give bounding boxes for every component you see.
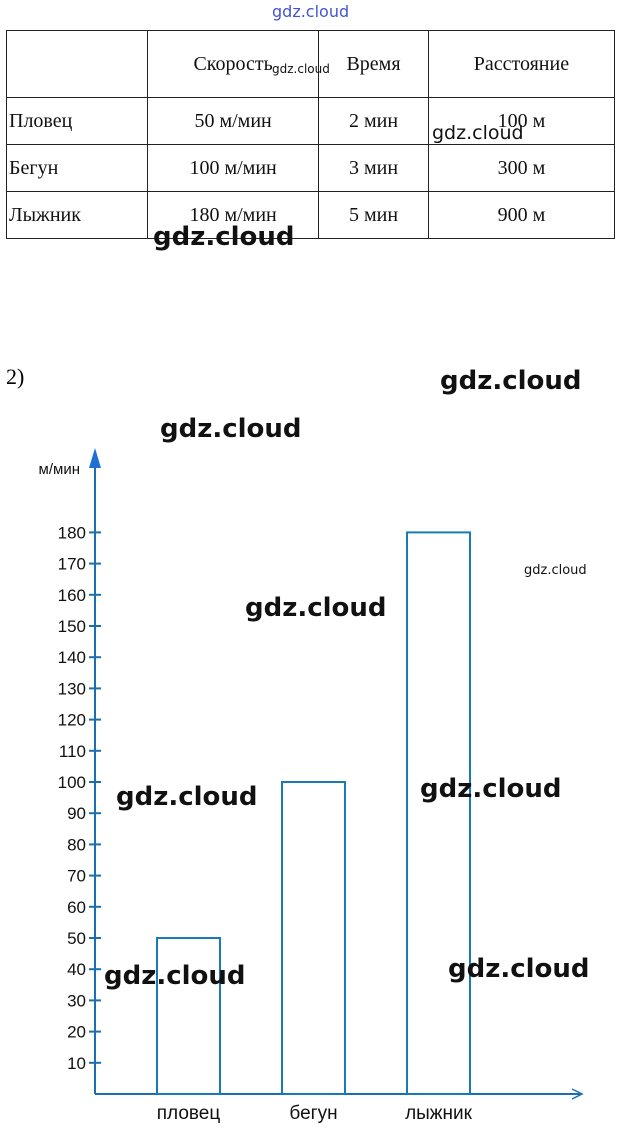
table-row: Лыжник 180 м/мин 5 мин 900 м <box>6 191 616 239</box>
y-tick-label: 180 <box>58 523 86 542</box>
y-tick-label: 150 <box>58 617 86 636</box>
watermark: gdz.cloud <box>524 563 587 578</box>
x-tick-label: пловец <box>157 1103 221 1124</box>
watermark: gdz.cloud <box>116 782 258 812</box>
x-tick-label: бегун <box>289 1103 337 1124</box>
watermark: gdz.cloud <box>153 222 295 252</box>
cell: 100 м/мин <box>146 144 320 192</box>
cell: 900 м <box>427 191 616 239</box>
watermark: gdz.cloud <box>448 954 590 984</box>
cell: Лыжник <box>6 191 148 239</box>
cell: 2 мин <box>318 97 429 145</box>
watermark: gdz.cloud <box>104 961 246 991</box>
watermark: gdz.cloud <box>440 366 582 396</box>
y-tick-label: 80 <box>67 835 86 854</box>
y-tick-label: 90 <box>67 804 86 823</box>
y-tick-label: 40 <box>67 960 86 979</box>
header-cell: Расстояние <box>427 30 616 98</box>
bar <box>156 937 221 1095</box>
x-axis-arrow-icon <box>571 1088 584 1100</box>
y-tick-label: 140 <box>58 648 86 667</box>
y-tick-label: 50 <box>67 929 86 948</box>
cell: 50 м/мин <box>146 97 320 145</box>
cell: 5 мин <box>318 191 429 239</box>
y-tick-label: 120 <box>58 711 86 730</box>
watermark: gdz.cloud <box>420 774 562 804</box>
y-tick-label: 20 <box>67 1023 86 1042</box>
cell: 3 мин <box>318 144 429 192</box>
cell: 300 м <box>427 144 616 192</box>
y-tick-label: 160 <box>58 586 86 605</box>
data-table: Скорость Время Расстояние Пловец 50 м/ми… <box>6 30 616 239</box>
table-row: Пловец 50 м/мин 2 мин 100 м <box>6 97 616 145</box>
y-tick-label: 100 <box>58 773 86 792</box>
y-axis-label: м/мин <box>39 461 80 478</box>
table-row: Бегун 100 м/мин 3 мин 300 м <box>6 144 616 192</box>
y-tick-label: 170 <box>58 555 86 574</box>
y-tick-label: 30 <box>67 991 86 1010</box>
watermark: gdz.cloud <box>245 593 387 623</box>
header-cell <box>6 30 148 98</box>
watermark: gdz.cloud <box>272 62 330 76</box>
cell: 180 м/мин <box>146 191 320 239</box>
y-tick-label: 110 <box>59 742 86 761</box>
bar <box>281 781 346 1095</box>
y-tick-label: 10 <box>67 1054 86 1073</box>
part-label: 2) <box>6 364 25 389</box>
y-tick-label: 60 <box>67 898 86 917</box>
watermark: gdz.cloud <box>160 414 302 444</box>
watermark: gdz.cloud <box>432 122 524 144</box>
x-tick-label: лыжник <box>405 1103 473 1124</box>
watermark: gdz.cloud <box>272 2 350 21</box>
bar <box>406 531 471 1095</box>
y-tick-label: 70 <box>67 867 86 886</box>
y-axis-arrow-icon <box>89 448 101 468</box>
y-tick-label: 130 <box>58 679 86 698</box>
